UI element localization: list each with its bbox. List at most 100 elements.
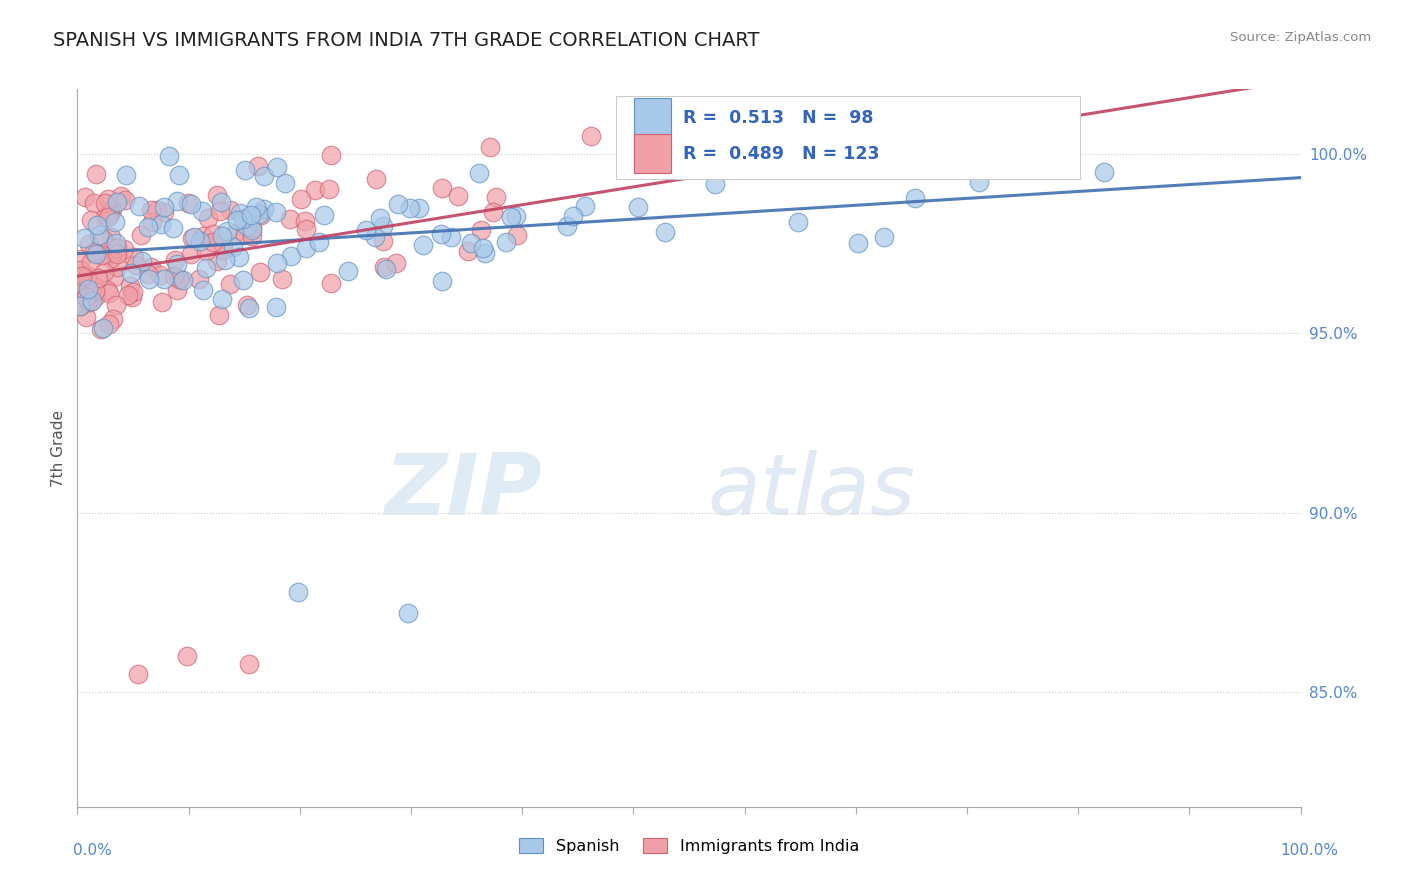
Point	[80, 293, 103, 308]
Point	[373, 219, 395, 233]
Point	[136, 220, 159, 235]
Point	[368, 211, 391, 225]
Point	[627, 200, 650, 214]
Legend: Spanish, Immigrants from India: Spanish, Immigrants from India	[512, 831, 866, 860]
Point	[93, 265, 115, 279]
Point	[167, 271, 190, 285]
Point	[84, 167, 107, 181]
Point	[90, 322, 112, 336]
Point	[233, 163, 256, 178]
Point	[440, 230, 463, 244]
Point	[430, 181, 453, 195]
Point	[387, 197, 409, 211]
Point	[505, 209, 527, 223]
Y-axis label: 7th Grade: 7th Grade	[51, 409, 66, 487]
Point	[80, 255, 103, 269]
Point	[228, 250, 250, 264]
Point	[181, 230, 204, 244]
Point	[194, 244, 217, 258]
Point	[76, 268, 98, 283]
Point	[97, 286, 120, 301]
Text: 100.0%: 100.0%	[1281, 843, 1339, 857]
Point	[280, 249, 302, 263]
Point	[98, 205, 121, 219]
Point	[278, 211, 301, 226]
Point	[97, 210, 120, 224]
Point	[266, 160, 288, 174]
Point	[495, 235, 517, 249]
Point	[713, 153, 735, 167]
Point	[211, 229, 233, 244]
Point	[75, 310, 97, 324]
Point	[191, 284, 214, 298]
Point	[124, 258, 146, 272]
Point	[846, 235, 869, 250]
Point	[253, 202, 276, 217]
Point	[474, 245, 496, 260]
Point	[104, 297, 127, 311]
Point	[197, 211, 219, 225]
Point	[457, 244, 479, 258]
Point	[484, 190, 506, 204]
Point	[195, 260, 218, 275]
Point	[105, 241, 128, 255]
Point	[264, 205, 287, 219]
Point	[208, 308, 231, 322]
Point	[169, 272, 191, 286]
Point	[232, 211, 254, 226]
Point	[238, 301, 260, 316]
Point	[115, 168, 138, 182]
Point	[295, 222, 318, 236]
Point	[77, 237, 100, 252]
Point	[167, 168, 190, 182]
Point	[163, 253, 186, 268]
Point	[191, 229, 214, 244]
Point	[314, 208, 336, 222]
Point	[180, 197, 202, 211]
Point	[75, 290, 97, 304]
Point	[141, 202, 163, 217]
Text: Source: ZipAtlas.com: Source: ZipAtlas.com	[1230, 31, 1371, 45]
Point	[228, 206, 250, 220]
Point	[73, 190, 96, 204]
Point	[245, 200, 267, 214]
Point	[222, 227, 245, 242]
Point	[215, 224, 238, 238]
Point	[460, 235, 482, 250]
Point	[98, 207, 121, 221]
Point	[430, 227, 453, 242]
Point	[364, 230, 387, 244]
Point	[136, 267, 159, 281]
Point	[240, 208, 263, 222]
Text: R =  0.513   N =  98: R = 0.513 N = 98	[683, 109, 873, 127]
Point	[73, 230, 96, 244]
Point	[820, 140, 842, 154]
Point	[479, 139, 502, 153]
Point	[69, 262, 91, 277]
Point	[103, 312, 125, 326]
Point	[253, 169, 276, 183]
Point	[110, 188, 132, 202]
Point	[205, 188, 228, 202]
Point	[201, 235, 224, 249]
Point	[117, 288, 139, 302]
Point	[211, 243, 233, 257]
Point	[166, 257, 188, 271]
Bar	[634, 134, 671, 173]
Point	[97, 192, 120, 206]
Text: ZIP: ZIP	[384, 450, 543, 533]
Point	[80, 212, 103, 227]
Point	[187, 271, 209, 285]
Point	[201, 227, 224, 241]
Point	[304, 183, 326, 197]
Point	[354, 223, 377, 237]
Point	[904, 191, 927, 205]
Point	[506, 227, 529, 242]
Point	[94, 195, 117, 210]
Point	[1092, 164, 1115, 178]
Point	[236, 219, 259, 233]
Point	[114, 193, 136, 207]
Bar	[616, 96, 1080, 179]
Point	[91, 232, 114, 246]
Point	[214, 253, 236, 268]
